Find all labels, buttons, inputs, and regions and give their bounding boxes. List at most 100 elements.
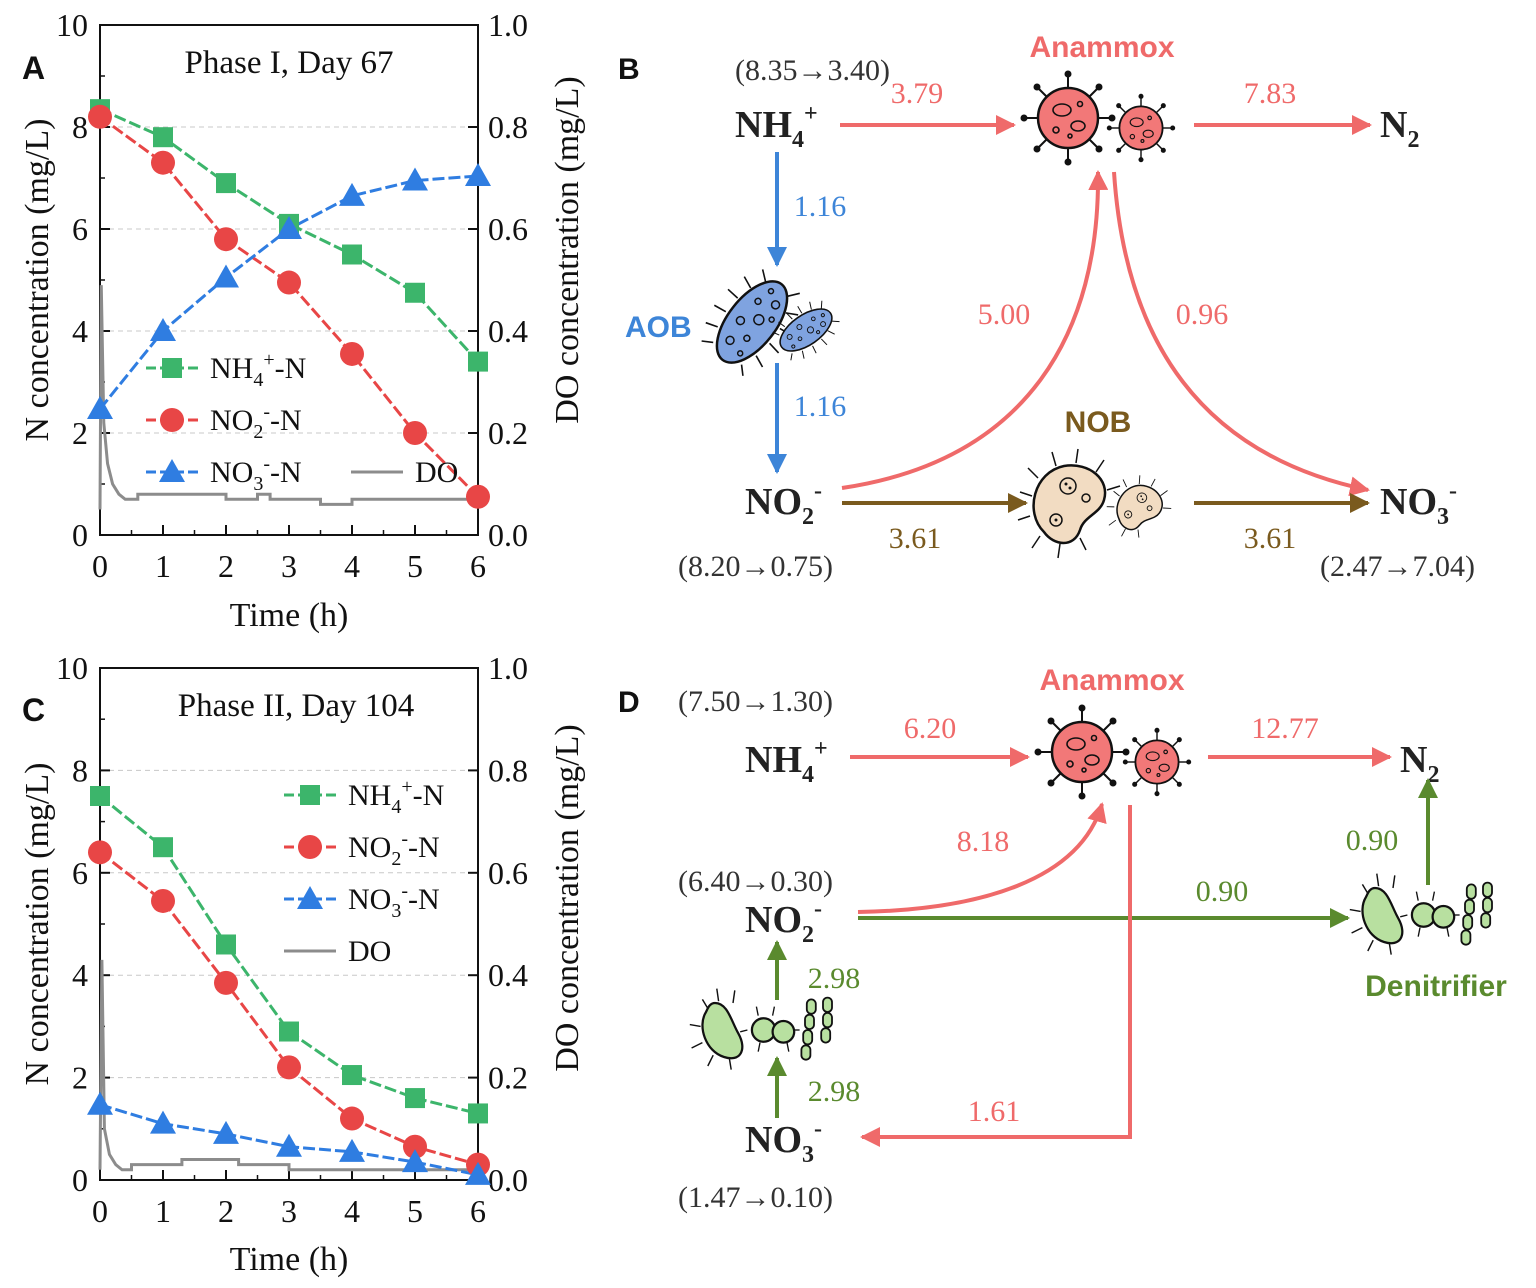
data-point-no3 <box>87 1091 113 1115</box>
y-tick-label: 8 <box>72 752 88 788</box>
legend-label: NH4+-N <box>210 349 306 391</box>
no3-range: (1.47→0.10) <box>678 1181 833 1214</box>
data-point-no2 <box>340 1106 364 1131</box>
arrow-anammox-to-no3 <box>1112 171 1370 497</box>
x-tick-label: 0 <box>92 548 108 584</box>
legend-label: DO <box>415 456 458 489</box>
n2-species: N2 <box>1380 104 1419 153</box>
anammox-label: Anammox <box>1039 664 1184 697</box>
data-point-no3 <box>87 396 113 420</box>
no2-range: (8.20→0.75) <box>678 550 833 583</box>
data-point-no3 <box>276 1133 302 1157</box>
data-point-nh4 <box>153 127 173 148</box>
data-point-nh4 <box>342 1065 362 1086</box>
data-point-no2 <box>88 104 112 129</box>
diagram-phase-i: B (8.35→3.40) NH4+ NO2- (8.20→0.75) NO3-… <box>618 31 1475 583</box>
y-tick-label: 10 <box>56 650 88 686</box>
y2-tick-label: 0.6 <box>488 211 528 247</box>
y2-tick-label: 0.8 <box>488 752 528 788</box>
flow-value: 0.90 <box>1196 875 1249 908</box>
flow-value: 6.20 <box>904 712 957 745</box>
data-point-nh4 <box>405 282 425 303</box>
flow-value: 5.00 <box>978 298 1031 331</box>
y2-tick-label: 0.6 <box>488 855 528 891</box>
denitrifier-bacteria-icon <box>688 987 834 1071</box>
data-point-no3 <box>402 167 428 191</box>
data-point-no2 <box>88 840 112 865</box>
x-axis-label: Time (h) <box>230 597 349 634</box>
flow-value: 2.98 <box>808 962 861 995</box>
chart-phase-i: A Phase I, Day 67 0 1 2 3 4 5 6 0 2 4 6 8 10 0.0 0.2 0.… <box>19 7 586 634</box>
data-point-nh4 <box>342 244 362 265</box>
data-point-no2 <box>277 1055 301 1080</box>
nh4-species: NH4+ <box>745 736 828 788</box>
nh4-range: (7.50→1.30) <box>678 685 833 718</box>
y2-tick-label: 0.4 <box>488 313 528 349</box>
y-axis-label: N concentration (mg/L) <box>19 119 56 442</box>
y-tick-label: 6 <box>72 211 88 247</box>
y2-tick-label: 0.2 <box>488 415 528 451</box>
legend-marker-nh4 <box>300 785 320 805</box>
chart-phase-ii: C Phase II, Day 104 0 1 2 3 4 5 6 0 2 4 6 8 10 0.0 0.2… <box>19 650 586 1278</box>
flow-value: 0.90 <box>1346 824 1399 857</box>
x-tick-label: 3 <box>281 548 297 584</box>
flow-value: 3.61 <box>889 522 942 555</box>
y2-tick-label: 1.0 <box>488 650 528 686</box>
anammox-label: Anammox <box>1029 31 1174 64</box>
no2-range: (6.40→0.30) <box>678 865 833 898</box>
x-tick-label: 5 <box>407 1193 423 1229</box>
anammox-bacteria-icon <box>1105 92 1177 164</box>
aob-label: AOB <box>625 311 692 344</box>
flow-value: 7.83 <box>1244 77 1297 110</box>
anammox-bacteria-icon <box>1033 703 1131 801</box>
data-point-no3 <box>465 1161 491 1185</box>
legend-label: NO2--N <box>348 828 440 870</box>
data-point-no2 <box>214 227 238 252</box>
flow-value: 2.98 <box>808 1075 861 1108</box>
panel-label-c: C <box>22 692 45 728</box>
legend-marker-no3 <box>297 886 323 909</box>
x-tick-label: 2 <box>218 548 234 584</box>
data-point-nh4 <box>90 786 110 806</box>
y-tick-label: 0 <box>72 517 88 553</box>
nob-label: NOB <box>1065 406 1132 439</box>
x-tick-label: 4 <box>344 548 360 584</box>
data-point-no2 <box>403 421 427 445</box>
data-point-no2 <box>340 341 364 366</box>
y2-tick-label: 0.0 <box>488 517 528 553</box>
x-tick-label: 3 <box>281 1193 297 1229</box>
data-point-no3 <box>402 1149 428 1173</box>
data-point-no3 <box>276 216 302 239</box>
data-point-no3 <box>150 318 176 341</box>
y-axis-label: N concentration (mg/L) <box>19 763 56 1086</box>
flow-value: 1.16 <box>794 390 847 423</box>
y-tick-label: 8 <box>72 109 88 145</box>
y2-tick-label: 0.4 <box>488 957 528 993</box>
anammox-bacteria-icon <box>1121 726 1193 798</box>
no3-range: (2.47→7.04) <box>1320 550 1475 583</box>
x-axis-label: Time (h) <box>230 1241 349 1278</box>
data-point-nh4 <box>216 934 236 955</box>
legend-label: NO3--N <box>210 453 302 495</box>
x-tick-label: 6 <box>470 548 486 584</box>
x-tick-label: 1 <box>155 548 171 584</box>
panel-label-a: A <box>22 50 45 86</box>
nh4-range: (8.35→3.40) <box>735 54 890 87</box>
series-line-do <box>98 959 478 1172</box>
data-point-no3 <box>339 182 365 206</box>
panel-label-b: B <box>618 53 640 86</box>
data-point-no2 <box>151 888 175 913</box>
data-point-no2 <box>214 970 238 995</box>
flow-value: 3.61 <box>1244 522 1297 555</box>
y-tick-label: 4 <box>72 313 88 349</box>
y2-tick-label: 0.8 <box>488 109 528 145</box>
x-tick-label: 4 <box>344 1193 360 1229</box>
data-point-nh4 <box>153 837 173 858</box>
y-tick-label: 4 <box>72 957 88 993</box>
data-point-no3 <box>465 162 491 186</box>
arrow-no2-to-anammox <box>841 170 1109 490</box>
legend-marker-nh4 <box>162 358 182 378</box>
y2-axis-label: DO concentration (mg/L) <box>549 76 586 423</box>
flow-value: 1.16 <box>794 190 847 223</box>
data-point-no3 <box>339 1138 365 1162</box>
